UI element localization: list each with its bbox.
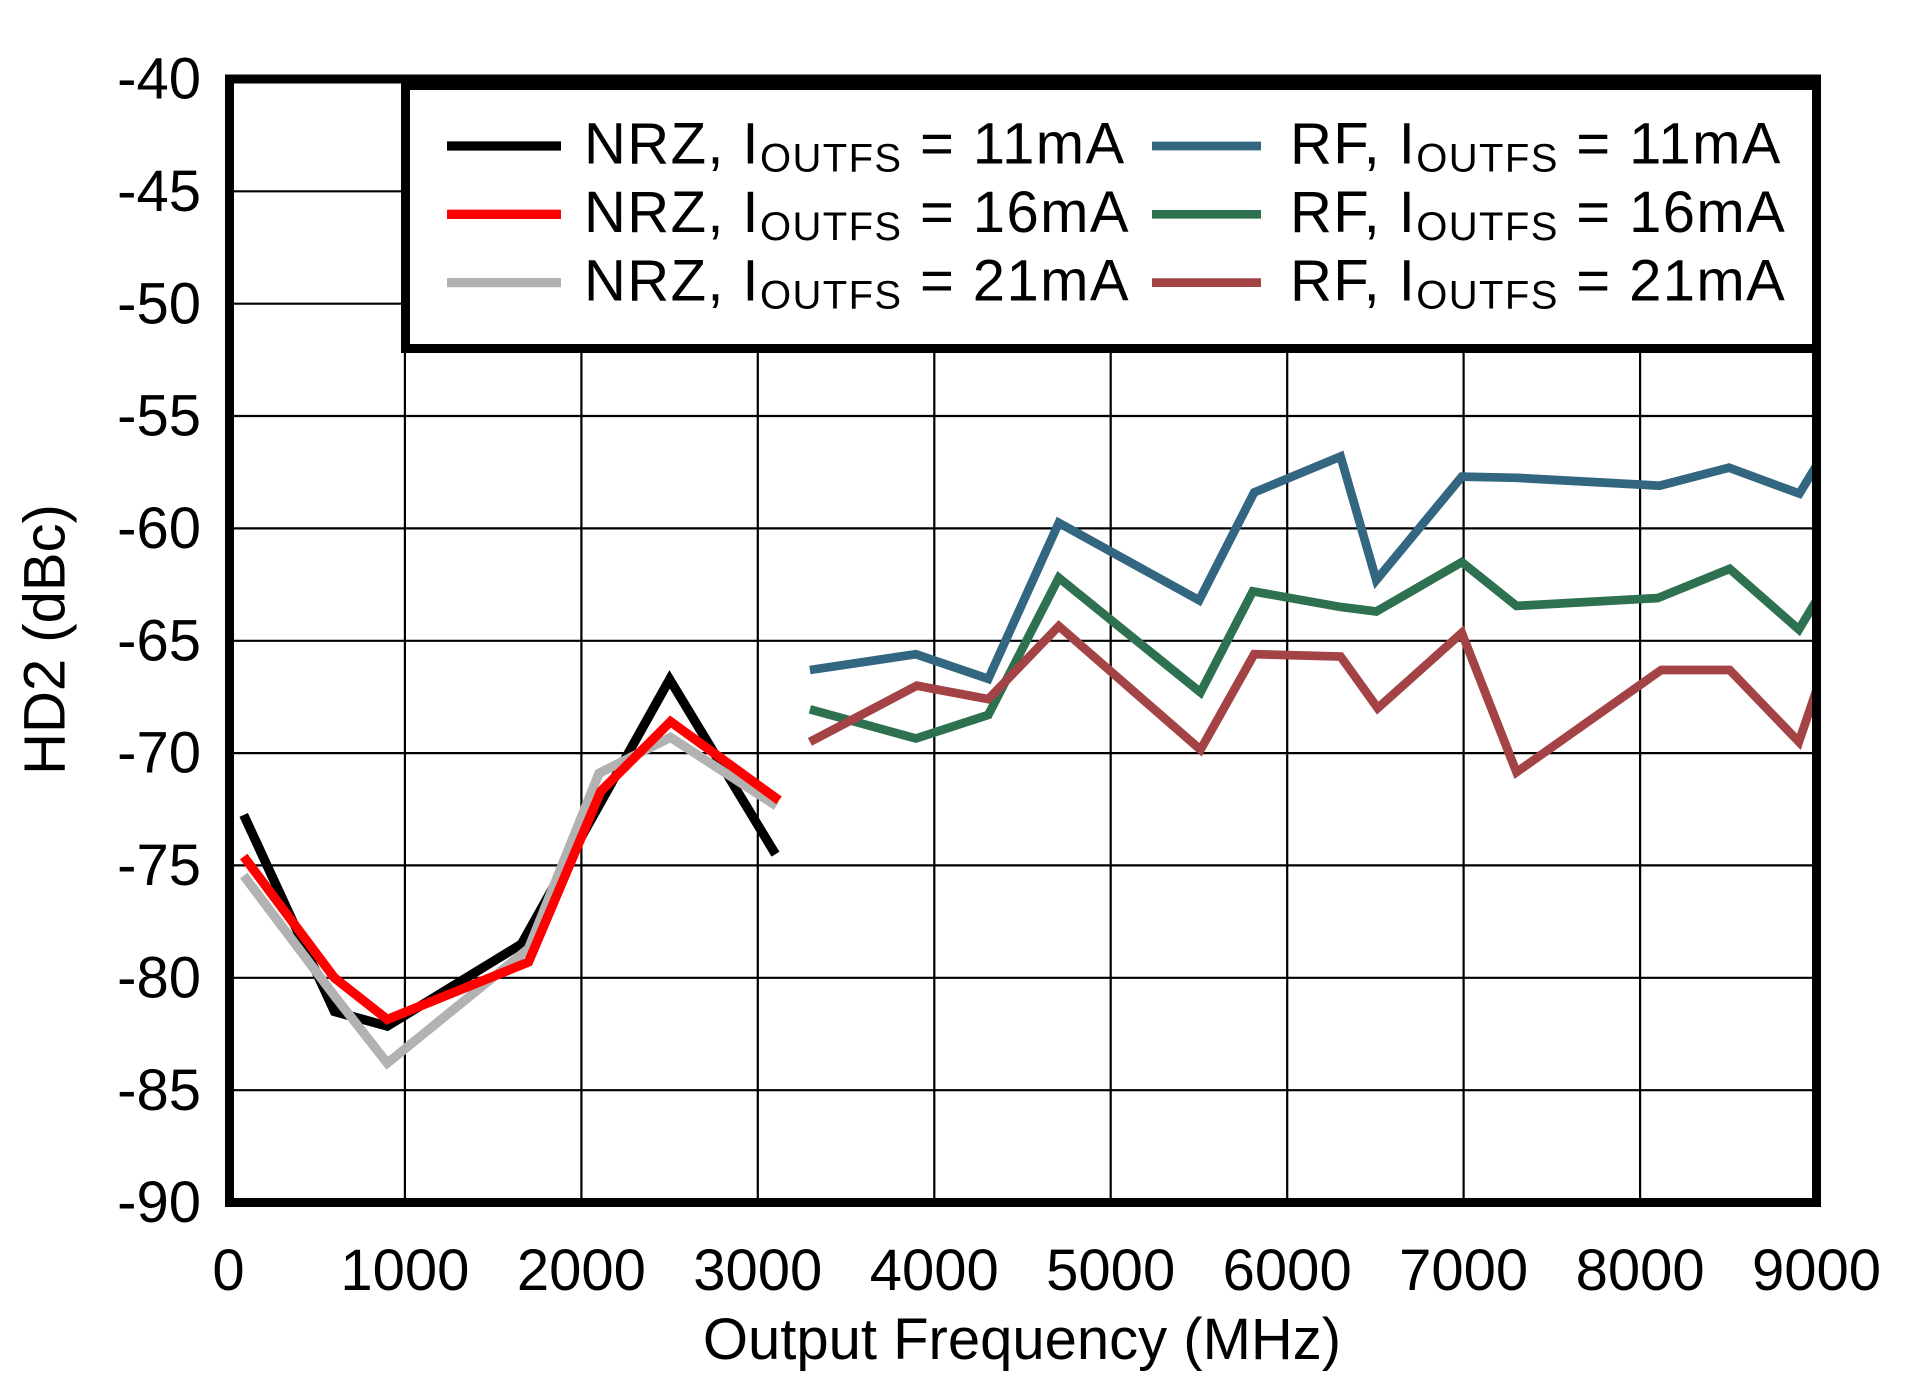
svg-text:1000: 1000: [340, 1238, 469, 1303]
svg-text:8000: 8000: [1576, 1238, 1705, 1303]
svg-text:RF, IOUTFS = 21mA: RF, IOUTFS = 21mA: [1290, 248, 1786, 317]
svg-text:-50: -50: [117, 271, 201, 336]
svg-text:3000: 3000: [693, 1238, 822, 1303]
svg-text:5000: 5000: [1046, 1238, 1175, 1303]
svg-text:-70: -70: [117, 721, 201, 786]
svg-text:-90: -90: [117, 1170, 201, 1235]
svg-text:6000: 6000: [1223, 1238, 1352, 1303]
svg-text:0: 0: [212, 1238, 244, 1303]
svg-text:7000: 7000: [1399, 1238, 1528, 1303]
svg-text:-45: -45: [117, 159, 201, 224]
svg-text:-75: -75: [117, 833, 201, 898]
svg-text:Output Frequency (MHz): Output Frequency (MHz): [703, 1307, 1341, 1372]
svg-text:-60: -60: [117, 496, 201, 561]
svg-text:4000: 4000: [870, 1238, 999, 1303]
svg-text:HD2 (dBc): HD2 (dBc): [13, 504, 78, 775]
svg-text:9000: 9000: [1752, 1238, 1881, 1303]
svg-text:RF, IOUTFS = 11mA: RF, IOUTFS = 11mA: [1290, 112, 1782, 181]
svg-text:-65: -65: [117, 608, 201, 673]
svg-text:-40: -40: [117, 47, 201, 112]
svg-text:-80: -80: [117, 945, 201, 1010]
svg-text:-85: -85: [117, 1058, 201, 1123]
svg-text:NRZ, IOUTFS = 16mA: NRZ, IOUTFS = 16mA: [584, 180, 1130, 249]
svg-text:2000: 2000: [517, 1238, 646, 1303]
svg-text:-55: -55: [117, 384, 201, 449]
